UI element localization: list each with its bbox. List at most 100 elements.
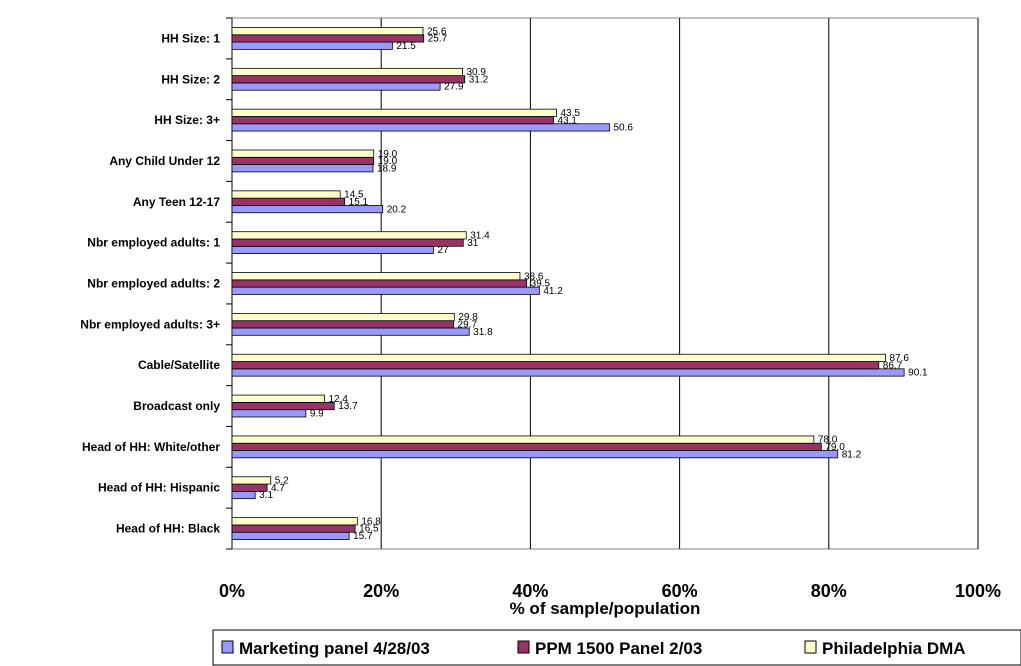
data-label: 81.2 (842, 449, 862, 460)
x-axis-title: % of sample/population (510, 599, 701, 618)
bar (231, 450, 839, 459)
data-label: 4.7 (271, 483, 285, 494)
bar (231, 490, 256, 500)
data-label: 43.5 (561, 108, 581, 119)
legend: Marketing panel 4/28/03 PPM 1500 Panel 2/… (212, 629, 1021, 666)
data-label: 30.9 (467, 67, 487, 78)
data-label: 21.5 (396, 41, 416, 52)
bar (231, 75, 466, 84)
category-label: HH Size: 2 (161, 72, 220, 86)
data-label: 18.9 (377, 163, 397, 174)
bar (231, 320, 454, 329)
legend-swatch (517, 640, 530, 654)
category-label: Head of HH: White/other (82, 440, 220, 454)
x-tick-label: 100% (955, 581, 1001, 601)
legend-swatch (221, 640, 234, 654)
data-label: 15.7 (353, 531, 373, 542)
gridlines (226, 17, 979, 550)
bar (231, 82, 441, 91)
legend-swatch (804, 640, 817, 654)
data-label: 31 (467, 238, 479, 249)
bar (231, 353, 886, 362)
data-label: 14.5 (344, 190, 364, 201)
data-label: 50.6 (613, 123, 633, 134)
bar (231, 164, 374, 173)
bar (231, 368, 905, 377)
legend-box (212, 629, 1021, 666)
bar (231, 108, 557, 117)
bar (231, 245, 434, 255)
data-label: 5.2 (275, 476, 289, 487)
bar (231, 327, 470, 336)
data-label: 3.1 (259, 490, 273, 501)
data-label: 29.7 (458, 319, 478, 330)
category-label: Cable/Satellite (138, 358, 220, 372)
x-tick-label: 80% (811, 581, 847, 601)
category-label: Nbr employed adults: 3+ (80, 317, 220, 331)
bar (231, 34, 425, 43)
data-label: 31.4 (470, 231, 490, 242)
category-label: Nbr employed adults: 2 (87, 277, 220, 291)
bar (231, 156, 375, 166)
category-label: Any Child Under 12 (109, 154, 220, 168)
bar (231, 409, 307, 418)
bar (231, 67, 463, 77)
bar (231, 531, 350, 540)
data-label: 41.2 (543, 286, 563, 297)
x-tick-label: 60% (662, 581, 698, 601)
data-labels: 21.5 25.725.6 27.9 31.230.9 50.6 43.143.5 18.9… (259, 26, 928, 542)
bar (231, 435, 815, 444)
data-label: 15.1 (349, 197, 369, 208)
legend-label: Marketing panel 4/28/03 (239, 639, 430, 658)
data-label: 87.6 (889, 353, 909, 364)
data-label: 79.0 (825, 442, 845, 453)
data-label: 13.7 (338, 401, 358, 412)
bar (231, 41, 393, 50)
data-label: 38.6 (524, 271, 544, 282)
bars (231, 27, 905, 540)
data-label: 19.0 (378, 149, 398, 160)
bar (231, 149, 375, 158)
data-label: 90.1 (908, 368, 928, 379)
category-label: HH Size: 1 (161, 31, 220, 45)
data-label: 31.2 (469, 74, 489, 85)
data-label: 27.9 (444, 82, 464, 93)
x-tick-label: 20% (363, 581, 399, 601)
bar (231, 279, 528, 288)
category-label: Any Teen 12-17 (133, 195, 220, 209)
data-label: 29.8 (458, 312, 478, 323)
data-label: 12.4 (329, 394, 349, 405)
data-label: 27 (437, 245, 449, 256)
data-label: 25.6 (427, 26, 447, 37)
category-label: Broadcast only (133, 399, 220, 413)
data-label: 19.0 (378, 156, 398, 167)
bar (231, 312, 455, 322)
bar (231, 361, 880, 370)
bar (231, 197, 346, 206)
legend-label: PPM 1500 Panel 2/03 (535, 639, 702, 658)
category-labels: HH Size: 1 HH Size: 2 HH Size: 3+ Any Child… (80, 31, 220, 535)
bar (231, 524, 356, 533)
bar (231, 517, 358, 526)
data-label: 78.0 (818, 435, 838, 446)
bar (231, 286, 540, 295)
x-tick-labels: 0% 20% 40% 60% 80% 100% (219, 581, 1001, 601)
category-label: Nbr employed adults: 1 (87, 236, 220, 250)
bar (231, 272, 521, 281)
bar (231, 123, 610, 132)
legend-label: Philadelphia DMA (822, 639, 966, 658)
data-label: 86.7 (883, 360, 903, 371)
category-label: Head of HH: Hispanic (98, 481, 220, 495)
data-label: 20.2 (387, 204, 407, 215)
bar (231, 476, 272, 485)
data-label: 25.7 (428, 34, 448, 45)
x-tick-label: 40% (512, 581, 548, 601)
bar (231, 231, 467, 240)
category-label: HH Size: 3+ (154, 113, 220, 127)
data-label: 39.5 (531, 279, 551, 290)
bar (231, 442, 822, 451)
bar (231, 190, 341, 199)
bar (231, 116, 554, 125)
category-label: Head of HH: Black (116, 522, 220, 536)
